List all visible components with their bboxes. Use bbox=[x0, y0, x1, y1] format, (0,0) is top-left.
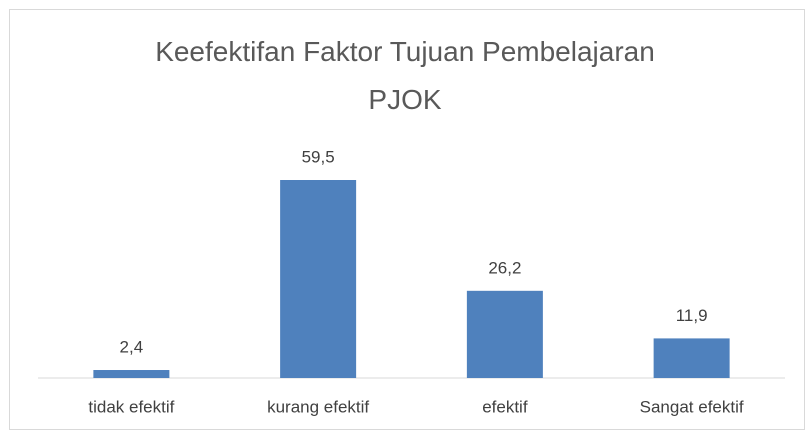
data-label: 59,5 bbox=[302, 147, 335, 166]
bar bbox=[93, 370, 170, 378]
x-tick-label: tidak efektif bbox=[88, 397, 174, 416]
bar bbox=[466, 290, 543, 378]
chart-border bbox=[9, 9, 805, 430]
data-label: 11,9 bbox=[676, 306, 708, 325]
x-tick-label: efektif bbox=[482, 397, 528, 416]
bar bbox=[653, 338, 730, 378]
x-tick-label: Sangat efektif bbox=[640, 397, 744, 416]
x-tick-label: kurang efektif bbox=[267, 397, 369, 416]
data-label: 26,2 bbox=[488, 258, 521, 277]
chart-title: Keefektifan Faktor Tujuan Pembelajaran P… bbox=[155, 36, 655, 115]
bar bbox=[280, 180, 357, 378]
data-label: 2,4 bbox=[120, 337, 144, 356]
